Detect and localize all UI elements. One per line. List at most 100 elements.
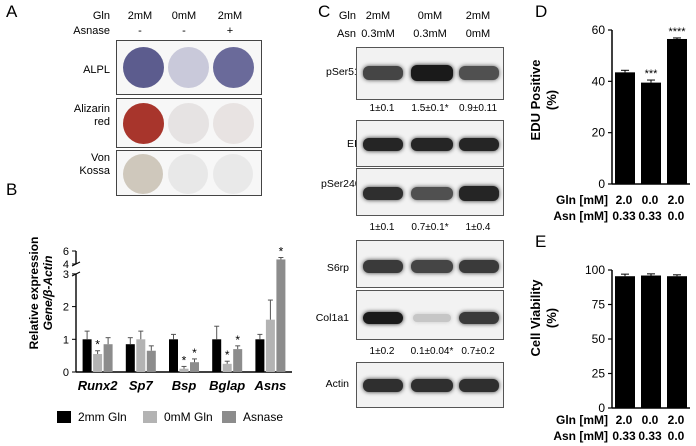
panel-letter-a: A — [6, 2, 18, 21]
b-sig-Asns-2: * — [279, 245, 284, 259]
band-2-3 — [459, 138, 499, 151]
b-legend-swatch-2 — [143, 411, 157, 423]
b-bar-Runx2-0 — [82, 339, 92, 372]
c-gln-1: 2mM — [365, 10, 391, 22]
b-legend-2: 0mM Gln — [164, 410, 213, 424]
b-bar-Sp7-1 — [136, 339, 146, 372]
b-bar-Bsp-0 — [169, 339, 178, 372]
c-asn-2: 0.3mM — [413, 28, 447, 40]
band-4-3 — [459, 260, 499, 273]
e-bar-3 — [667, 276, 687, 408]
e-ylabel-1: Cell Viability — [528, 279, 543, 357]
b-bar-Asns-2 — [276, 259, 286, 372]
c-quant-1-2: 1.5±0.1* — [411, 103, 449, 114]
b-ytick-label-4: 4 — [63, 259, 69, 271]
b-legend-swatch-3 — [222, 411, 236, 423]
b-bar-Sp7-2 — [146, 350, 156, 372]
d-x-1-2: 0.0 — [641, 193, 659, 207]
c-quant-3-3: 1±0.4 — [465, 222, 491, 233]
a-stain-label-alizarin-text: Alizarin red — [73, 103, 110, 128]
c-blot-3 — [356, 168, 504, 216]
b-bar-Asns-1 — [265, 319, 275, 372]
a-stain-label-alizarin: Alizarin red — [60, 103, 110, 129]
b-ytick-label-1: 1 — [63, 334, 69, 346]
panel-letter-d: D — [535, 2, 548, 21]
b-xlabel-Bglap: Bglap — [209, 378, 245, 393]
well-vonkossa-1 — [123, 154, 163, 194]
a-asnase-2: - — [182, 25, 186, 37]
e-x-1-2: 0.0 — [641, 413, 659, 427]
c-blot-4 — [356, 240, 504, 288]
band-6-1 — [363, 379, 403, 392]
well-alizarin-3 — [213, 103, 254, 144]
well-alizarin-2 — [168, 103, 209, 144]
d-sig-3: **** — [668, 26, 686, 38]
d-ytick-label-20: 20 — [592, 126, 606, 140]
band-3-1 — [363, 187, 403, 200]
e-x-1-3: 2.0 — [667, 413, 685, 427]
b-bar-Asns-0 — [255, 339, 265, 372]
a-plate-vonkossa — [116, 150, 262, 196]
e-x-2-1: 0.33 — [612, 429, 636, 443]
e-ytick-label-25: 25 — [592, 367, 606, 381]
e-chart: Cell Viability (%) 0 25 50 75 100 — [528, 263, 690, 413]
d-x-1-3: 2.0 — [667, 193, 685, 207]
e-x-2-3: 0.0 — [667, 429, 685, 443]
well-alpl-1 — [123, 47, 164, 88]
b-sig-Bglap-2: * — [235, 333, 240, 347]
c-blot-label-4: S6rp — [326, 262, 349, 274]
d-bar-3 — [667, 38, 687, 184]
panel-letter-e: E — [535, 232, 547, 251]
c-gln-2: 0mM — [417, 10, 443, 22]
band-4-2 — [411, 260, 453, 273]
band-4-1 — [363, 260, 403, 273]
d-ytick-label-0: 0 — [598, 177, 605, 191]
b-legend-swatch-1 — [57, 411, 71, 423]
d-ytick-label-60: 60 — [592, 23, 606, 37]
band-6-3 — [459, 379, 499, 392]
d-xrow-label-2: Asn [mM] — [553, 209, 608, 223]
b-bar-Bglap-1 — [222, 363, 232, 372]
a-gln-2: 0mM — [171, 10, 197, 22]
band-5-3 — [459, 312, 499, 324]
b-sig-Bsp-2: * — [192, 346, 197, 360]
e-ytick-label-75: 75 — [592, 298, 606, 312]
e-plot-area: 0 25 50 75 100 — [585, 263, 690, 413]
e-ylabel-2: (%) — [544, 308, 559, 328]
e-xrow-label-2: Asn [mM] — [553, 429, 608, 443]
b-ytick-label-2: 2 — [63, 302, 69, 314]
c-gln-label: Gln — [338, 10, 356, 22]
c-asn-3: 0mM — [465, 28, 491, 40]
a-stain-label-vonkossa-text: Von Kossa — [79, 152, 110, 177]
e-ytick-label-0: 0 — [598, 401, 605, 413]
c-blot-5 — [356, 290, 504, 340]
c-asn-1: 0.3mM — [361, 28, 395, 40]
d-xrow-label-1: Gln [mM] — [556, 193, 608, 207]
band-5-1 — [363, 312, 403, 324]
c-quant-3-1: 1±0.1 — [369, 222, 395, 233]
b-chart: Relative expression Gene/β-Actin 0 1 2 346 *… — [27, 237, 292, 393]
b-ylabel-2: Gene/β-Actin — [41, 256, 55, 331]
b-legend-1: 2mm Gln — [78, 410, 127, 424]
b-legend-3: Asnase — [243, 410, 284, 424]
b-bar-Bsp-2 — [190, 362, 199, 372]
band-3-2 — [411, 187, 453, 200]
c-quant-5-1: 1±0.2 — [369, 346, 395, 357]
d-ylabel-2: (%) — [544, 90, 559, 110]
b-xlabel-Asns: Asns — [254, 378, 287, 393]
well-vonkossa-2 — [168, 154, 208, 194]
b-ytick-label-0: 0 — [63, 367, 69, 379]
b-ytick-label-3: 3 — [63, 269, 69, 281]
b-sig-Bglap-1: * — [225, 348, 230, 362]
band-6-2 — [411, 379, 453, 392]
band-1-3 — [459, 66, 499, 80]
e-xrow-label-1: Gln [mM] — [556, 413, 608, 427]
d-x-2-3: 0.0 — [667, 209, 685, 223]
b-bar-Runx2-1 — [93, 354, 103, 372]
band-2-1 — [363, 138, 403, 151]
a-stain-label-vonkossa: Von Kossa — [66, 152, 110, 178]
b-sig-Runx2-1: * — [95, 338, 100, 352]
well-alpl-3 — [213, 47, 254, 88]
c-blot-6 — [356, 362, 504, 408]
